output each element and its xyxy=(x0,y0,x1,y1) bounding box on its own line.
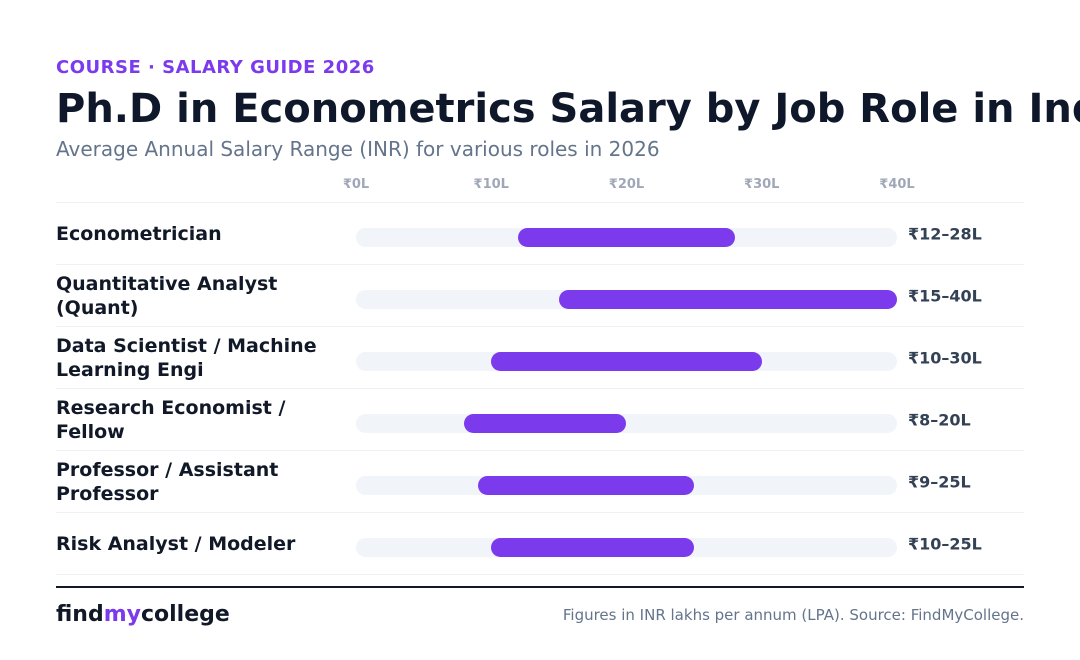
brand-logo[interactable]: findmycollege xyxy=(56,602,230,627)
range-value-label: ₹10–25L xyxy=(908,534,982,553)
x-tick-label: ₹10L xyxy=(473,177,509,192)
brand-text-find: find xyxy=(56,602,104,627)
footer-divider xyxy=(56,586,1024,588)
x-tick-label: ₹40L xyxy=(879,177,915,192)
chart-title: Ph.D in Econometrics Salary by Job Role … xyxy=(56,86,1080,132)
chart-row: Research Economist / Fellow ₹8–20L xyxy=(56,389,1024,451)
range-track xyxy=(356,538,897,557)
range-track xyxy=(356,352,897,371)
chart-subtitle: Average Annual Salary Range (INR) for va… xyxy=(56,137,660,161)
range-track xyxy=(356,414,897,433)
role-label: Risk Analyst / Modeler xyxy=(56,532,296,555)
range-value-label: ₹8–20L xyxy=(908,410,971,429)
range-value-label: ₹12–28L xyxy=(908,224,982,243)
brand-text-college: college xyxy=(140,602,230,627)
salary-range-bar xyxy=(491,538,695,557)
salary-range-bar xyxy=(558,290,897,309)
chart-row: Data Scientist / Machine Learning Engi ₹1… xyxy=(56,327,1024,389)
role-label: Professor / Assistant Professor xyxy=(56,458,279,505)
range-track xyxy=(356,228,897,247)
range-track xyxy=(356,290,897,309)
role-label: Data Scientist / Machine Learning Engi xyxy=(56,334,317,381)
chart-row: Quantitative Analyst (Quant) ₹15–40L xyxy=(56,265,1024,327)
chart-row: Econometrician ₹12–28L xyxy=(56,203,1024,265)
role-label: Quantitative Analyst (Quant) xyxy=(56,272,278,319)
range-value-label: ₹10–30L xyxy=(908,348,982,367)
role-label: Research Economist / Fellow xyxy=(56,396,286,443)
chart-row: Risk Analyst / Modeler ₹10–25L xyxy=(56,513,1024,575)
x-tick-label: ₹30L xyxy=(744,177,780,192)
salary-range-bar xyxy=(518,228,735,247)
brand-text-my: my xyxy=(103,602,141,627)
x-axis: ₹0L ₹10L ₹20L ₹30L ₹40L xyxy=(56,174,1024,203)
range-value-label: ₹9–25L xyxy=(908,472,971,491)
range-value-label: ₹15–40L xyxy=(908,286,982,305)
x-tick-label: ₹20L xyxy=(608,177,645,192)
range-track xyxy=(356,476,897,495)
source-note: Figures in INR lakhs per annum (LPA). So… xyxy=(562,606,1024,624)
role-label: Econometrician xyxy=(56,222,222,245)
salary-range-chart: Econometrician ₹12–28L Quantitative Analys… xyxy=(56,203,1024,575)
salary-range-bar xyxy=(477,476,695,495)
chart-row: Professor / Assistant Professor ₹9–25L xyxy=(56,451,1024,513)
eyebrow-label: COURSE · SALARY GUIDE 2026 xyxy=(56,57,375,78)
x-tick-label: ₹0L xyxy=(342,177,370,192)
salary-range-bar xyxy=(464,414,627,433)
salary-range-bar xyxy=(491,352,762,371)
